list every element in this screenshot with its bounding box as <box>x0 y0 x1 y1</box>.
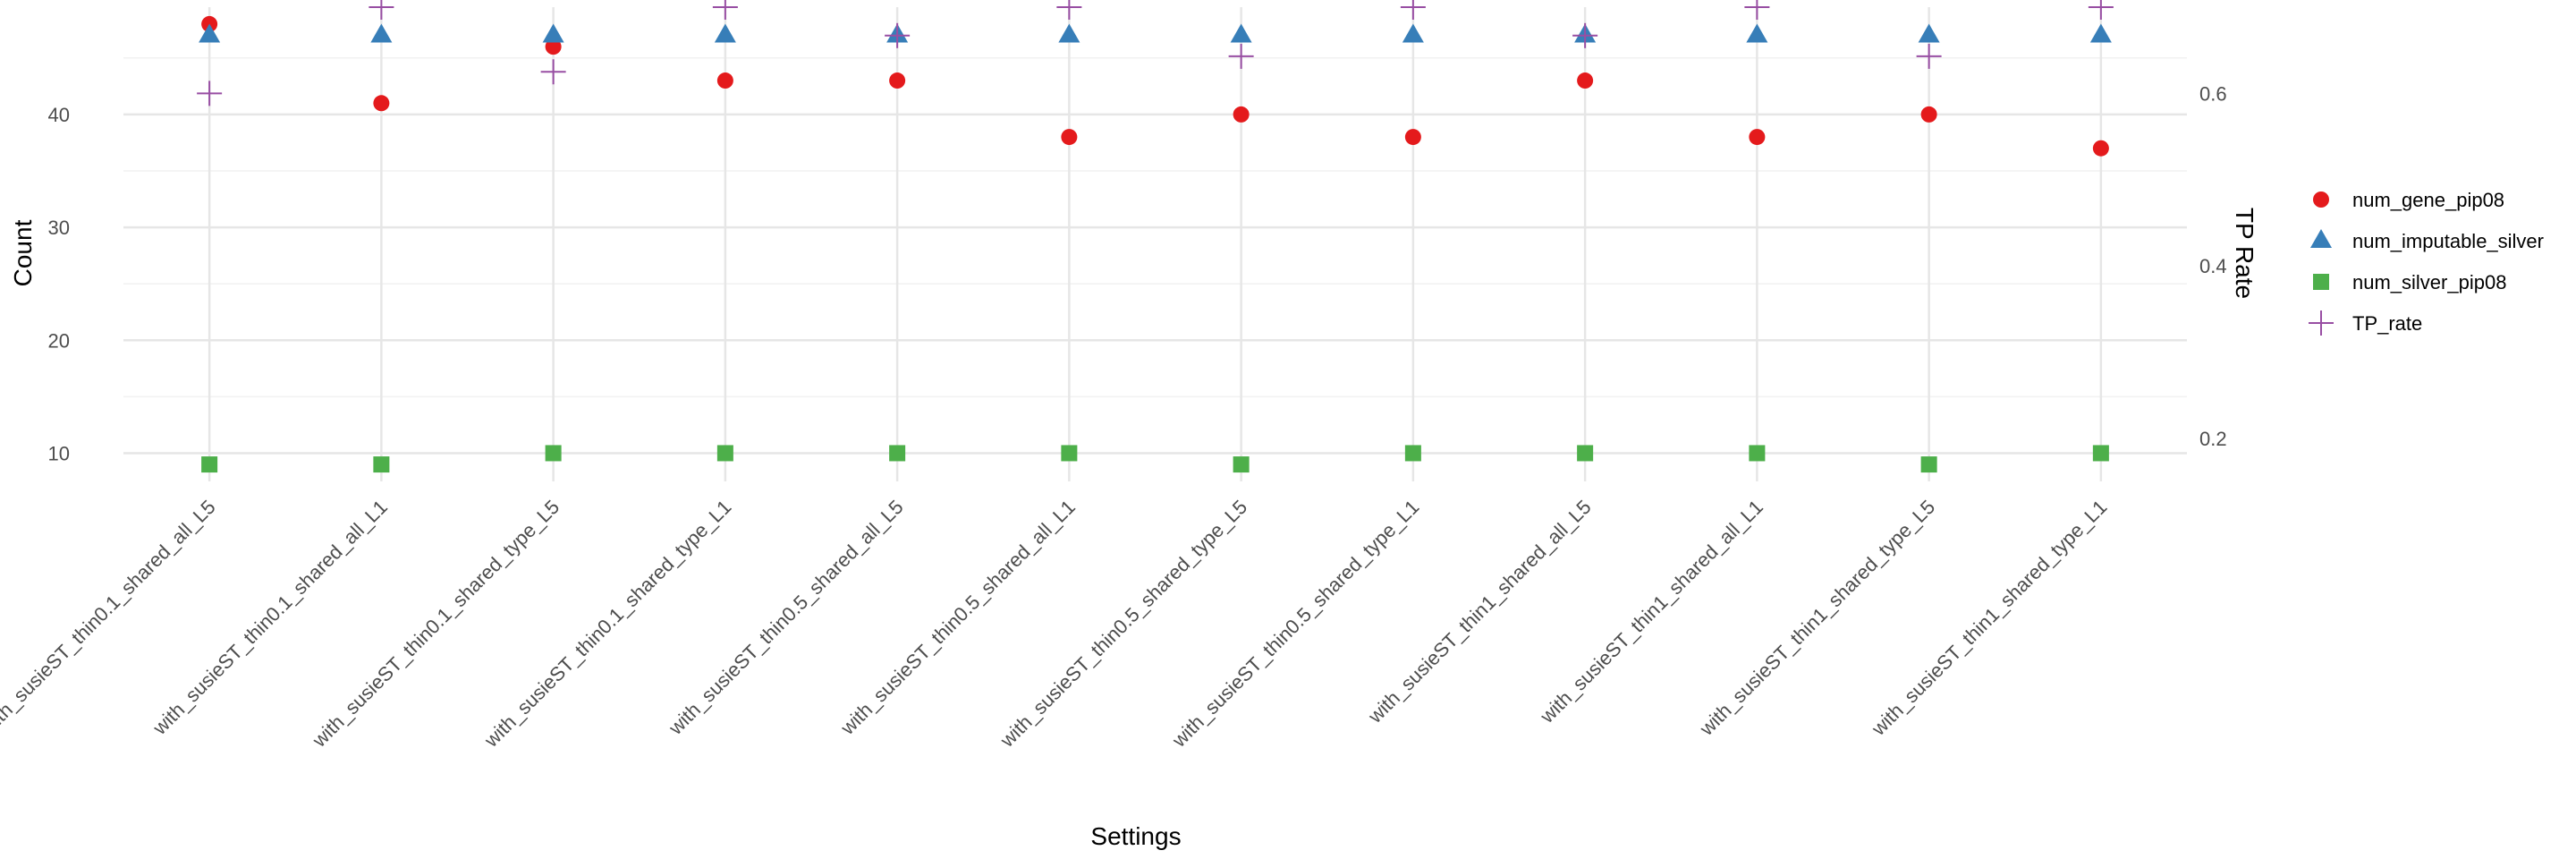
plus-point <box>369 0 394 20</box>
legend-item: num_imputable_silver <box>2310 229 2544 252</box>
square-point <box>1061 445 1078 462</box>
circle-point <box>1404 129 1421 146</box>
y2-axis-title: TP Rate <box>2231 208 2258 299</box>
square-point <box>545 445 562 462</box>
plus-point <box>712 0 738 20</box>
circle-point <box>1577 72 1594 89</box>
right-axis-ticks: 0.2 0.4 0.6 <box>2199 82 2227 449</box>
circle-point <box>2313 191 2329 208</box>
square-point <box>889 445 906 462</box>
triangle-point <box>199 23 221 43</box>
square-point <box>1920 456 1937 473</box>
plus-point <box>1228 43 1254 69</box>
circle-point <box>1233 106 1250 123</box>
y2-tick-label: 0.4 <box>2199 255 2227 277</box>
y-axis-title: Count <box>9 219 37 286</box>
legend: num_gene_pip08 num_imputable_silver num_si… <box>2309 189 2544 336</box>
circle-point <box>889 72 906 89</box>
legend-label: num_gene_pip08 <box>2352 189 2504 211</box>
plus-point <box>1744 0 1770 20</box>
square-point <box>2313 274 2329 290</box>
triangle-point <box>370 23 393 43</box>
square-point <box>1749 445 1766 462</box>
triangle-point <box>1058 23 1080 43</box>
y2-tick-label: 0.2 <box>2199 428 2227 450</box>
plus-point <box>540 59 566 85</box>
triangle-point <box>1230 23 1252 43</box>
left-axis-ticks: 10 20 30 40 <box>48 104 70 465</box>
circle-point <box>1061 129 1078 146</box>
circle-point <box>545 38 562 55</box>
series-num_imputable_silver <box>199 23 2112 43</box>
y-tick-label: 40 <box>48 104 70 126</box>
triangle-point <box>542 23 564 43</box>
square-point <box>1404 445 1421 462</box>
plus-point <box>1916 43 1942 69</box>
circle-point <box>2092 140 2109 157</box>
triangle-point <box>1402 23 1424 43</box>
legend-label: TP_rate <box>2352 312 2422 335</box>
square-point <box>1233 456 1250 473</box>
circle-point <box>1749 129 1766 146</box>
y2-tick-label: 0.6 <box>2199 82 2227 105</box>
plus-point <box>2088 0 2114 20</box>
y-tick-label: 20 <box>48 329 70 352</box>
series-TP_rate <box>197 0 2114 106</box>
series-num_gene_pip08 <box>201 15 2109 157</box>
plus-point <box>885 22 911 48</box>
circle-point <box>1920 106 1937 123</box>
data-points <box>197 0 2114 473</box>
legend-item: num_gene_pip08 <box>2313 189 2504 211</box>
x-axis-title: Settings <box>1090 822 1181 850</box>
series-num_silver_pip08 <box>201 445 2109 473</box>
plus-point <box>1056 0 1082 20</box>
plus-point <box>1400 0 1426 20</box>
y-tick-label: 30 <box>48 217 70 239</box>
plus-point <box>197 81 223 106</box>
square-point <box>716 445 733 462</box>
triangle-point <box>1746 23 1768 43</box>
triangle-point <box>2089 23 2112 43</box>
triangle-point <box>1918 23 1940 43</box>
legend-label: num_silver_pip08 <box>2352 271 2506 293</box>
plus-point <box>2309 310 2334 336</box>
square-point <box>373 456 390 473</box>
circle-point <box>373 95 390 112</box>
legend-item: num_silver_pip08 <box>2313 271 2506 293</box>
square-point <box>1577 445 1594 462</box>
legend-item: TP_rate <box>2309 310 2422 336</box>
square-point <box>201 456 218 473</box>
circle-point <box>716 72 733 89</box>
triangle-point <box>714 23 736 43</box>
plus-point <box>1572 22 1598 48</box>
y-tick-label: 10 <box>48 442 70 464</box>
square-point <box>2092 445 2109 462</box>
legend-label: num_imputable_silver <box>2352 230 2544 252</box>
triangle-point <box>2310 229 2332 248</box>
